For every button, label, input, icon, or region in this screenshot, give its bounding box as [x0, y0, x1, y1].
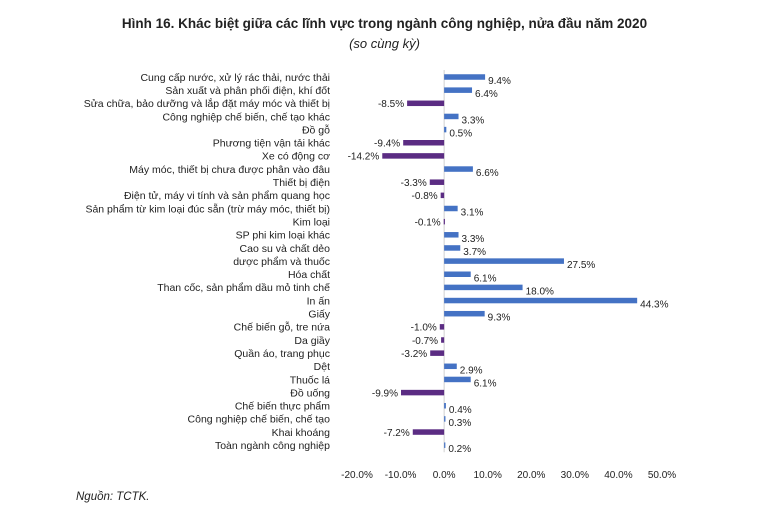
bar — [444, 271, 471, 277]
category-label: Đồ uống — [290, 387, 330, 399]
data-label: 0.4% — [449, 405, 472, 416]
bar — [444, 297, 638, 304]
x-tick-label: 30.0% — [561, 470, 589, 481]
bar — [443, 218, 445, 225]
x-tick-label: -20.0% — [341, 470, 373, 481]
bar — [444, 232, 459, 238]
x-tick-label: 20.0% — [517, 470, 545, 481]
bar — [444, 113, 459, 120]
category-label: Toàn ngành công nghiệp — [215, 440, 330, 452]
category-label: Khai khoáng — [272, 427, 331, 439]
bar — [412, 429, 445, 435]
category-label: Than cốc, sản phẩm dầu mỏ tinh chế — [157, 282, 330, 294]
x-tick-label: -10.0% — [385, 470, 417, 481]
category-label: Kim loại — [293, 216, 330, 228]
bar — [444, 442, 446, 448]
category-label: Dệt — [314, 361, 330, 373]
category-label: Sản xuất và phân phối điện, khí đốt — [165, 85, 330, 97]
category-label: Máy móc, thiết bị chưa được phân vào đâu — [129, 164, 330, 176]
bar — [439, 324, 445, 330]
category-label: Cao su và chất dẻo — [240, 243, 331, 255]
bar — [440, 192, 445, 199]
data-label: -8.5% — [378, 99, 404, 110]
category-label: Công nghiệp chế biến, chế tạo — [188, 414, 331, 426]
category-label: Công nghiệp chế biến, chế tạo khác — [162, 111, 330, 123]
data-label: 18.0% — [526, 286, 554, 297]
source-note: Nguồn: TCTK. — [76, 491, 150, 503]
bar — [401, 389, 445, 396]
x-tick-label: 40.0% — [604, 470, 632, 481]
bar — [444, 126, 447, 133]
data-label: -0.1% — [415, 217, 441, 228]
bar — [444, 403, 446, 409]
category-label: Giấy — [308, 309, 330, 321]
category-label: Sản phẩm từ kim loại đúc sẵn (trừ máy mó… — [85, 202, 330, 215]
data-label: 2.9% — [460, 365, 483, 376]
bar — [430, 350, 445, 356]
data-label: -7.2% — [384, 428, 410, 439]
bar — [382, 153, 445, 159]
bar — [444, 258, 564, 264]
data-label: 6.1% — [474, 273, 497, 284]
category-label: Da giầy — [294, 335, 330, 347]
bar — [407, 100, 445, 107]
bar — [444, 74, 486, 80]
data-label: -9.4% — [374, 139, 400, 150]
category-label: Điện tử, máy vi tính và sản phẩm quang h… — [124, 190, 330, 202]
bar — [444, 87, 473, 93]
category-label: Xe có động cơ — [262, 151, 330, 163]
data-label: -14.2% — [348, 152, 380, 163]
category-label: Thuốc lá — [290, 374, 330, 386]
bar — [444, 205, 458, 212]
category-label: Đồ gỗ — [302, 123, 330, 136]
category-label: Quần áo, trang phục — [234, 348, 330, 360]
bar — [444, 310, 485, 317]
category-label: Cung cấp nước, xử lý rác thải, nước thải — [140, 72, 330, 84]
category-label: In ấn — [307, 295, 331, 307]
chart-title: Hình 16. Khác biệt giữa các lĩnh vực tro… — [121, 16, 648, 31]
chart-subtitle: (so cùng kỳ) — [349, 36, 420, 51]
data-label: -1.0% — [411, 323, 437, 334]
data-label: -9.9% — [372, 388, 398, 399]
category-label: Hóa chất — [288, 269, 330, 281]
bar — [444, 376, 471, 383]
category-label: Chế biến thực phẩm — [235, 401, 330, 413]
category-label: Chế biến gỗ, tre nứa — [234, 321, 331, 334]
bar — [444, 245, 461, 251]
data-label: 27.5% — [567, 260, 595, 271]
data-label: 0.3% — [448, 418, 471, 429]
category-label: dược phẩm và thuốc — [233, 256, 330, 268]
bar — [429, 179, 445, 185]
x-tick-label: 10.0% — [474, 470, 502, 481]
data-label: 3.1% — [461, 208, 484, 219]
bar — [444, 166, 473, 172]
data-label: 0.2% — [448, 444, 471, 455]
bar — [444, 416, 446, 422]
data-label: 6.6% — [476, 168, 499, 179]
bar — [444, 284, 523, 291]
category-label: Sửa chữa, bảo dưỡng và lắp đặt máy móc v… — [84, 97, 330, 110]
data-label: 3.3% — [462, 234, 485, 245]
data-label: -3.3% — [401, 178, 427, 189]
data-label: -0.8% — [412, 191, 438, 202]
data-label: -0.7% — [412, 336, 438, 347]
bar — [441, 337, 445, 343]
data-label: 0.5% — [449, 129, 472, 140]
category-label: Phương tiện vận tải khác — [213, 138, 330, 150]
data-label: 3.7% — [463, 247, 486, 258]
data-label: 3.3% — [462, 115, 485, 126]
data-label: 44.3% — [640, 300, 668, 311]
data-label: 6.1% — [474, 378, 497, 389]
category-label: Thiết bị điện — [273, 177, 330, 189]
bar — [444, 363, 457, 370]
data-label: -3.2% — [401, 349, 427, 360]
data-label: 9.4% — [488, 76, 511, 87]
bar — [403, 140, 445, 146]
x-tick-label: 50.0% — [648, 470, 676, 481]
x-tick-label: 0.0% — [433, 470, 456, 481]
category-label: SP phi kim loại khác — [236, 230, 330, 242]
data-label: 9.3% — [488, 313, 511, 324]
data-label: 6.4% — [475, 89, 498, 100]
